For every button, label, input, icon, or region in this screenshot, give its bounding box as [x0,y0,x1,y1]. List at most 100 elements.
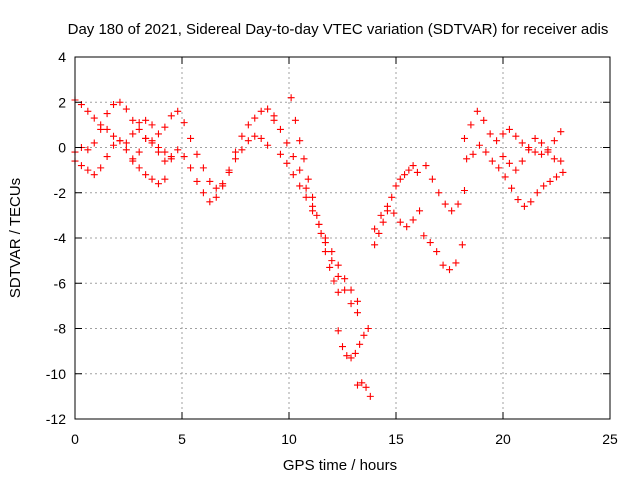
y-tick-label: -4 [54,230,67,246]
data-point [356,340,364,348]
data-point [531,134,539,142]
y-tick-label: -2 [54,185,67,201]
data-point [388,193,396,201]
data-point [251,132,259,140]
data-point [364,325,372,332]
data-point [187,164,195,172]
data-point [330,277,338,285]
data-point [180,153,188,161]
data-point [148,121,156,129]
data-point [90,139,98,147]
data-point [244,137,252,145]
chart-title: Day 180 of 2021, Sidereal Day-to-day VTE… [68,21,609,38]
data-point [302,193,310,201]
data-point [167,155,175,163]
data-point [135,125,143,133]
data-point [343,352,351,360]
data-point [300,155,308,163]
data-point [174,107,182,115]
x-tick-label: 25 [602,431,618,447]
series-track-d [129,157,169,188]
data-point [257,107,265,115]
series-track-j [371,162,421,249]
data-point [199,164,207,172]
data-point [328,248,336,256]
series-track-e [270,112,361,317]
data-point [480,116,488,124]
data-point [283,139,291,147]
data-point [448,207,456,215]
data-point [377,211,385,219]
data-point [505,159,513,167]
data-point [334,261,342,269]
data-point [546,177,554,185]
y-tick-label: -6 [54,275,67,291]
data-point [454,200,462,208]
data-point [206,177,214,185]
data-point [193,150,201,158]
data-point [341,286,349,294]
data-point [116,98,124,106]
data-point [538,150,546,158]
data-point [512,132,520,140]
data-point [362,383,370,391]
data-point [409,162,417,170]
data-point [161,157,169,165]
data-point [129,157,137,165]
y-tick-label: -10 [46,366,66,382]
series-track-k [371,202,424,233]
data-point [401,171,409,179]
data-point [360,331,368,339]
data-point [353,309,361,317]
data-point [341,275,349,283]
data-point [544,148,552,156]
data-point [495,164,503,172]
data-point [469,150,477,158]
data-point [334,288,342,296]
series-track-c [71,98,175,163]
data-point [441,200,449,208]
data-point [289,171,297,179]
data-point [499,130,507,138]
data-point [206,198,214,206]
data-point [328,257,336,265]
series-track-o [463,141,567,210]
data-point [289,153,297,161]
data-point [296,166,304,174]
data-point [371,225,379,233]
series-track-b [71,132,272,206]
data-point [238,146,246,154]
data-point [276,150,284,158]
grid-lines [75,57,610,419]
data-point [103,110,111,118]
data-point [375,229,383,237]
data-point [161,175,169,183]
data-point [396,175,404,183]
data-point [238,132,246,140]
data-point [321,234,329,242]
data-point [135,119,143,127]
data-point [420,232,428,240]
data-point [154,180,162,188]
data-point [493,137,501,145]
data-point [508,184,516,192]
data-point [84,166,92,174]
data-point [396,218,404,226]
data-point [413,168,421,176]
data-point [501,173,509,181]
data-point [463,155,471,163]
data-point [77,162,85,170]
data-point [97,125,105,133]
data-point [103,153,111,161]
data-point [371,241,379,249]
y-tick-labels: 4 2 0 -2 -4 -6 -8 -10 -12 [46,49,66,427]
x-tick-labels: 0 5 10 15 20 25 [71,431,618,447]
data-point [270,112,278,120]
data-point [403,223,411,231]
data-point [97,164,105,172]
data-point [110,132,118,140]
data-point [212,193,220,201]
data-point [488,157,496,165]
y-tick-label: -12 [46,411,66,427]
